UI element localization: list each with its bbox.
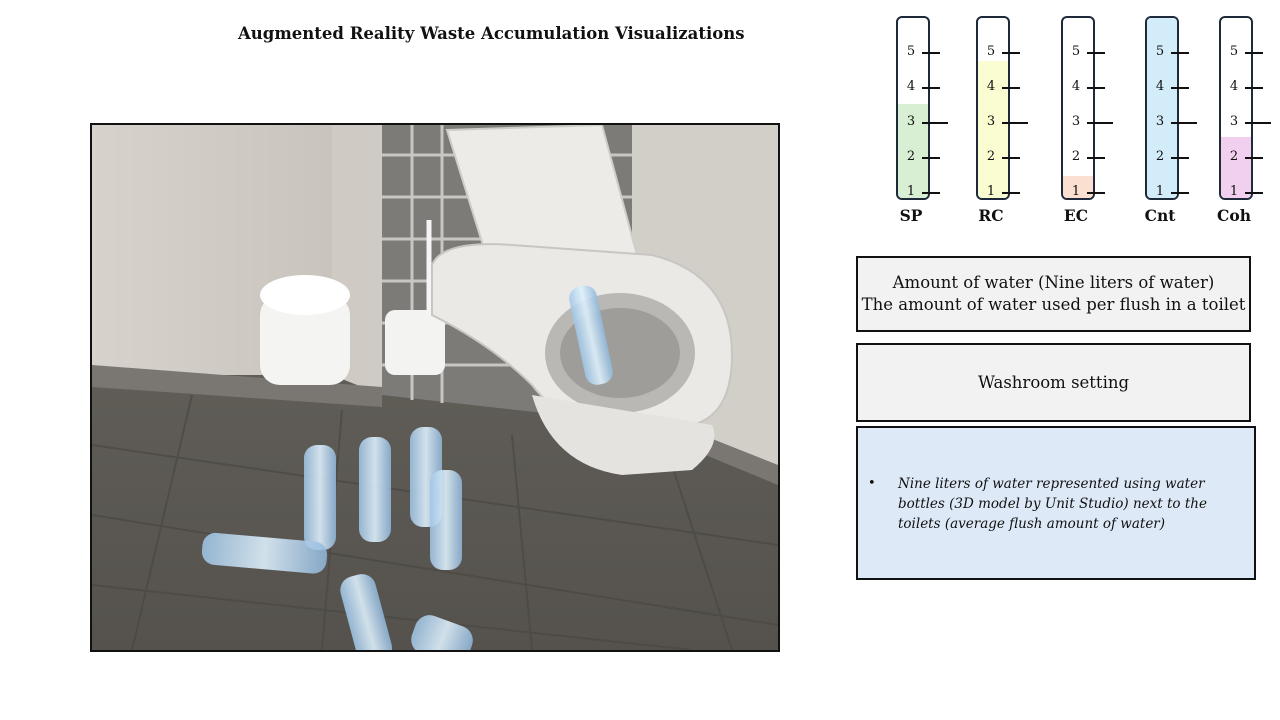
- gauge-tick-label: 1: [1229, 184, 1239, 199]
- gauge-tick: [1171, 157, 1189, 159]
- gauge-tube: [896, 16, 930, 200]
- gauge-tick: [1002, 87, 1020, 89]
- gauge-tick: [1087, 192, 1105, 194]
- description-text: Nine liters of water represented using w…: [898, 476, 1207, 532]
- gauge-tick-label: 4: [906, 79, 916, 94]
- gauge-tick: [1245, 87, 1263, 89]
- gauge-tick-label: 5: [906, 44, 916, 59]
- gauge-tick-label: 4: [986, 79, 996, 94]
- gauge-tick-label: 2: [906, 149, 916, 164]
- gauge-tick: [922, 192, 940, 194]
- gauge-tube: [1145, 16, 1179, 200]
- gauge-label: EC: [1063, 206, 1089, 225]
- gauge-tick-label: 3: [1071, 114, 1081, 129]
- gauge-tick: [922, 87, 940, 89]
- gauge-tick: [1002, 122, 1028, 124]
- gauge-tick-label: 4: [1071, 79, 1081, 94]
- gauge-tick: [1171, 87, 1189, 89]
- gauge-tick-label: 1: [906, 184, 916, 199]
- gauge-tick: [922, 157, 940, 159]
- gauge-tick-label: 3: [986, 114, 996, 129]
- gauge-label: Cnt: [1144, 206, 1176, 225]
- gauge-tick: [1087, 52, 1105, 54]
- bottle-group: [201, 285, 613, 650]
- gauge-fill: [1063, 176, 1093, 198]
- gauge-fill: [898, 104, 928, 198]
- gauge-fill: [978, 61, 1008, 198]
- gauge-tick-label: 1: [1155, 184, 1165, 199]
- gauge-tick-label: 5: [1155, 44, 1165, 59]
- gauge-tick-label: 3: [1229, 114, 1239, 129]
- gauge-tick: [1171, 122, 1197, 124]
- gauge-tick: [1245, 122, 1271, 124]
- description-box: • Nine liters of water represented using…: [856, 426, 1256, 580]
- gauge-tick: [1171, 52, 1189, 54]
- gauge-tick: [1002, 52, 1020, 54]
- washroom-ar-photo: [90, 123, 780, 652]
- water-amount-line: Amount of water (Nine liters of water): [892, 273, 1215, 292]
- gauge-tick: [1087, 157, 1105, 159]
- setting-label: Washroom setting: [977, 373, 1130, 392]
- gauge-fill: [1221, 136, 1251, 198]
- gauge-tick-label: 5: [1229, 44, 1239, 59]
- gauge-tube: [1061, 16, 1095, 200]
- gauge-fill: [1147, 18, 1177, 198]
- gauge-tick: [1245, 192, 1263, 194]
- gauge-tick-label: 1: [986, 184, 996, 199]
- gauge-tick: [1171, 192, 1189, 194]
- bullet-marker: •: [868, 476, 876, 491]
- gauge-tick: [922, 122, 948, 124]
- gauge-tick-label: 4: [1155, 79, 1165, 94]
- gauge-label: SP: [899, 206, 923, 225]
- water-usage-line: The amount of water used per flush in a …: [861, 295, 1246, 314]
- setting-box: Washroom setting: [856, 343, 1251, 422]
- gauge-tick-label: 2: [1155, 149, 1165, 164]
- gauge-tick: [1087, 122, 1113, 124]
- gauge-tick-label: 5: [1071, 44, 1081, 59]
- gauge-tick-label: 3: [1155, 114, 1165, 129]
- gauge-tick: [1245, 157, 1263, 159]
- gauge-tick: [1087, 87, 1105, 89]
- gauge-tick: [1002, 192, 1020, 194]
- gauge-tick-label: 2: [986, 149, 996, 164]
- gauge-label: Coh: [1217, 206, 1251, 225]
- gauge-tick: [1002, 157, 1020, 159]
- gauge-tick-label: 2: [1229, 149, 1239, 164]
- gauge-tube: [1219, 16, 1253, 200]
- gauge-tick-label: 4: [1229, 79, 1239, 94]
- gauge-tick: [922, 52, 940, 54]
- gauge-tick: [1245, 52, 1263, 54]
- gauge-tick-label: 3: [906, 114, 916, 129]
- gauge-tube: [976, 16, 1010, 200]
- amount-of-water-box: Amount of water (Nine liters of water) T…: [856, 256, 1251, 332]
- gauge-tick-label: 5: [986, 44, 996, 59]
- washroom-photo-icon: [92, 125, 778, 650]
- page-title: Augmented Reality Waste Accumulation Vis…: [238, 24, 745, 43]
- gauge-label: RC: [978, 206, 1004, 225]
- gauge-tick-label: 1: [1071, 184, 1081, 199]
- gauge-tick-label: 2: [1071, 149, 1081, 164]
